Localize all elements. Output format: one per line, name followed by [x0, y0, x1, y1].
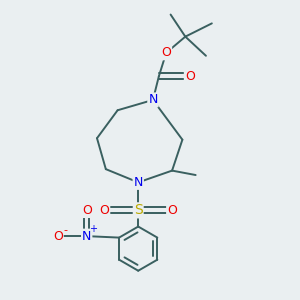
Text: O: O	[185, 70, 195, 83]
Text: O: O	[53, 230, 63, 243]
Text: O: O	[161, 46, 171, 59]
Text: +: +	[89, 224, 97, 234]
Text: O: O	[82, 204, 92, 217]
Text: O: O	[99, 204, 109, 217]
Text: N: N	[82, 230, 92, 243]
Text: S: S	[134, 203, 142, 218]
Text: N: N	[134, 176, 143, 189]
Text: -: -	[63, 225, 67, 235]
Text: N: N	[148, 93, 158, 106]
Text: O: O	[167, 204, 177, 217]
